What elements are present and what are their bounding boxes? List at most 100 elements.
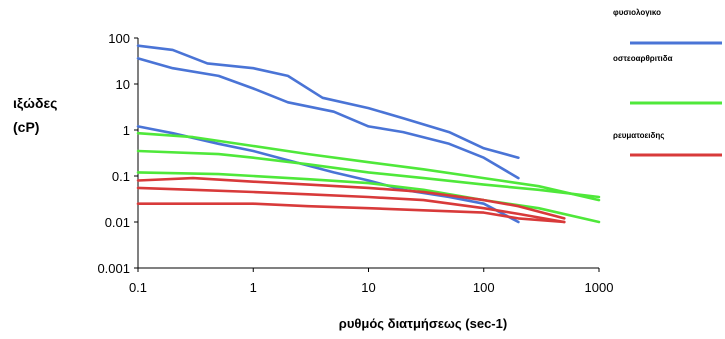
series-point: [422, 177, 425, 180]
series-point: [448, 142, 450, 145]
series-point: [307, 183, 310, 186]
series-line: [136, 57, 520, 180]
series-point: [217, 75, 220, 77]
series-point: [252, 87, 255, 90]
series-point: [252, 145, 255, 147]
y-tick-label: 0.1: [112, 169, 130, 184]
series-point: [482, 202, 485, 205]
series-point: [137, 202, 139, 205]
series-point: [367, 125, 370, 128]
series-point: [448, 131, 450, 134]
series-point: [206, 62, 209, 65]
series-point: [402, 117, 405, 120]
series-point: [598, 199, 600, 202]
series-point: [332, 171, 335, 174]
y-axis-label-line-2: (cP): [13, 119, 39, 135]
series-point: [367, 107, 370, 109]
series-point: [422, 199, 425, 202]
series-point: [517, 221, 520, 223]
series-point: [171, 49, 174, 51]
x-tick-label: 1000: [585, 280, 614, 295]
x-tick-label: 10: [361, 280, 375, 295]
series-point: [598, 196, 600, 198]
series-point: [307, 178, 310, 181]
series-point: [598, 221, 600, 223]
series-point: [422, 191, 425, 193]
series-point: [332, 110, 335, 113]
series-point: [367, 207, 370, 210]
series-point: [482, 199, 485, 202]
y-tick-label: 1: [123, 123, 130, 138]
y-tick-label: 0.001: [97, 261, 130, 276]
series-point: [287, 101, 289, 104]
series-point: [482, 183, 485, 186]
series-point: [307, 193, 310, 196]
series-point: [137, 171, 139, 174]
series-point: [321, 96, 324, 99]
series-point: [482, 147, 485, 150]
series-point: [537, 188, 540, 191]
series-point: [192, 177, 194, 180]
series-point: [482, 211, 485, 214]
series-point: [367, 182, 370, 185]
series-point: [137, 44, 139, 47]
series-point: [192, 136, 194, 139]
series-point: [517, 156, 520, 159]
series-point: [252, 150, 255, 152]
series-point: [217, 142, 220, 145]
chart-series-layer: [136, 44, 601, 224]
series-point: [482, 156, 485, 159]
series-point: [307, 153, 310, 156]
series-point: [537, 185, 540, 188]
series-point: [517, 217, 520, 220]
y-tick-label: 10: [116, 77, 130, 92]
series-point: [252, 191, 255, 193]
x-tick-label: 1: [250, 280, 257, 295]
series-point: [517, 205, 520, 208]
legend-label: ρευματοειδης: [613, 131, 664, 140]
series-point: [137, 150, 139, 152]
series-point: [563, 217, 566, 220]
series-point: [217, 202, 220, 205]
y-tick-label: 0.01: [105, 215, 130, 230]
series-point: [252, 67, 255, 70]
series-point: [252, 180, 255, 183]
series-point: [137, 179, 139, 182]
series-point: [252, 175, 255, 177]
series-point: [287, 75, 289, 77]
series-point: [137, 57, 139, 60]
series-point: [563, 221, 566, 223]
series-point: [367, 171, 370, 174]
y-tick-label: 100: [108, 31, 130, 46]
x-tick-label: 100: [473, 280, 495, 295]
series-point: [307, 163, 310, 166]
series-line: [136, 44, 520, 159]
series-point: [192, 188, 194, 191]
series-point: [137, 132, 139, 135]
legend-label: οστεοαρθριτιδα: [613, 54, 673, 63]
series-point: [137, 187, 139, 189]
series-point: [517, 213, 520, 215]
legend-label: φυσιολογικο: [613, 8, 661, 17]
series-point: [252, 156, 255, 159]
series-point: [367, 196, 370, 198]
series-point: [307, 205, 310, 208]
series-point: [482, 207, 485, 210]
series-point: [367, 179, 370, 182]
series-point: [137, 125, 139, 128]
chart-legend: φυσιολογικο οστεοαρθριτιδα ρευματοειδης: [613, 8, 722, 157]
series-point: [171, 67, 174, 70]
series-point: [517, 177, 520, 180]
series-point: [482, 177, 485, 180]
series-point: [217, 153, 220, 156]
series-point: [217, 173, 220, 176]
series-point: [422, 188, 425, 191]
series-point: [537, 207, 540, 210]
x-tick-label: 0.1: [129, 280, 147, 295]
series-point: [402, 131, 405, 134]
x-axis-label: ρυθμός διατμήσεως (sec-1): [339, 316, 507, 331]
y-axis-label-line-1: ιξώδες: [13, 95, 57, 111]
series-point: [422, 209, 425, 212]
series-point: [367, 161, 370, 164]
